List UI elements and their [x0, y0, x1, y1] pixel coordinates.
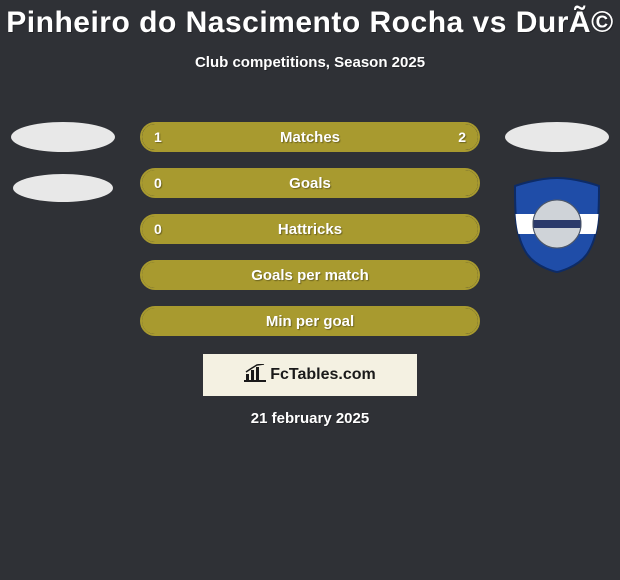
stat-row: Goals0 — [140, 168, 480, 198]
player-avatar-placeholder — [505, 122, 609, 152]
stat-row: Goals per match — [140, 260, 480, 290]
logo-box: FcTables.com — [203, 354, 417, 396]
logo-inner: FcTables.com — [244, 364, 376, 387]
stat-row: Matches1 2 — [140, 122, 480, 152]
player-avatar-placeholder — [11, 122, 115, 152]
stat-value-left: 0 — [154, 170, 162, 196]
logo-chart-icon — [244, 364, 266, 387]
stat-row: Hattricks0 — [140, 214, 480, 244]
stat-label: Goals per match — [142, 262, 478, 288]
club-badge-icon — [507, 174, 607, 274]
stat-row: Min per goal — [140, 306, 480, 336]
stat-value-left: 0 — [154, 216, 162, 242]
player-avatar-placeholder — [13, 174, 113, 202]
stat-label: Hattricks — [142, 216, 478, 242]
stat-value-right: 2 — [458, 124, 466, 150]
footer-date: 21 february 2025 — [0, 410, 620, 427]
stats-container: Matches12Goals0Hattricks0Goals per match… — [140, 122, 480, 352]
stats-card: Pinheiro do Nascimento Rocha vs DurÃ© Cl… — [0, 0, 620, 580]
left-player-column — [8, 122, 118, 224]
stat-label: Min per goal — [142, 308, 478, 334]
stat-label: Goals — [142, 170, 478, 196]
page-title: Pinheiro do Nascimento Rocha vs DurÃ© — [0, 0, 620, 40]
stat-label: Matches — [142, 124, 478, 150]
logo-text: FcTables.com — [270, 366, 376, 384]
stat-value-left: 1 — [154, 124, 162, 150]
right-player-column — [502, 122, 612, 274]
subtitle: Club competitions, Season 2025 — [0, 54, 620, 71]
